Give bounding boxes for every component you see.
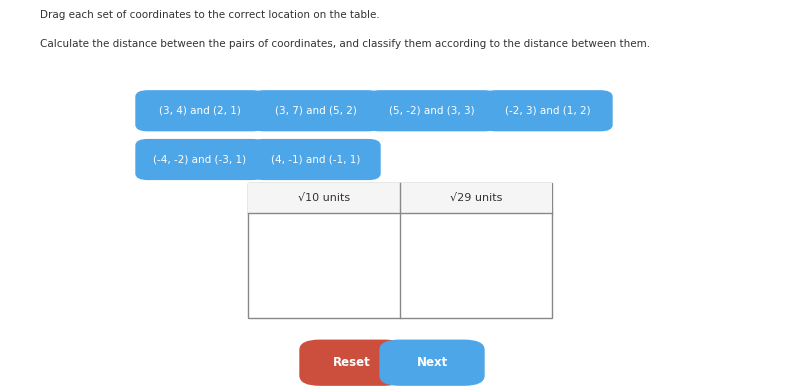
- Text: Drag each set of coordinates to the correct location on the table.: Drag each set of coordinates to the corr…: [40, 10, 380, 20]
- FancyBboxPatch shape: [136, 91, 264, 131]
- Text: √29 units: √29 units: [450, 193, 502, 203]
- Text: √10 units: √10 units: [298, 193, 350, 203]
- FancyBboxPatch shape: [252, 140, 380, 179]
- FancyBboxPatch shape: [252, 91, 380, 131]
- Text: Reset: Reset: [333, 356, 371, 369]
- Text: (5, -2) and (3, 3): (5, -2) and (3, 3): [389, 106, 475, 116]
- FancyBboxPatch shape: [368, 91, 496, 131]
- FancyBboxPatch shape: [300, 340, 404, 385]
- Text: (4, -1) and (-1, 1): (4, -1) and (-1, 1): [271, 154, 361, 165]
- Bar: [248, 183, 552, 213]
- Bar: [248, 183, 552, 318]
- Text: (3, 4) and (2, 1): (3, 4) and (2, 1): [159, 106, 241, 116]
- FancyBboxPatch shape: [484, 91, 612, 131]
- Text: (-4, -2) and (-3, 1): (-4, -2) and (-3, 1): [154, 154, 246, 165]
- FancyBboxPatch shape: [380, 340, 484, 385]
- Text: (-2, 3) and (1, 2): (-2, 3) and (1, 2): [505, 106, 591, 116]
- Text: Calculate the distance between the pairs of coordinates, and classify them accor: Calculate the distance between the pairs…: [40, 39, 650, 49]
- Text: (3, 7) and (5, 2): (3, 7) and (5, 2): [275, 106, 357, 116]
- Text: Next: Next: [416, 356, 448, 369]
- FancyBboxPatch shape: [136, 140, 264, 179]
